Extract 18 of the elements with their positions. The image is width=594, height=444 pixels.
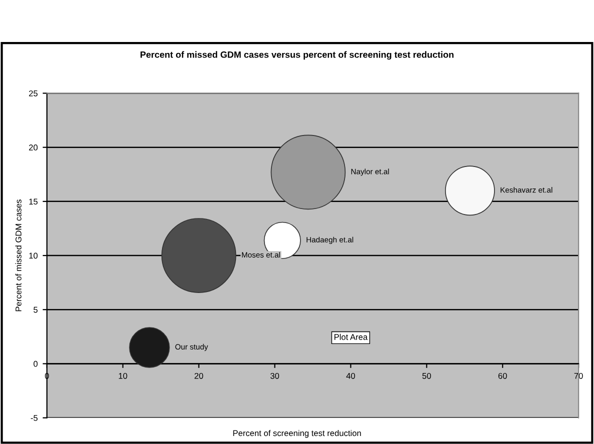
- x-tick-label: 10: [118, 372, 128, 379]
- y-tick-label: 0: [34, 360, 38, 367]
- annotation: Plot Area: [334, 334, 368, 340]
- x-tick-label: 70: [574, 372, 583, 379]
- x-axis-title: Percent of screening test reduction: [233, 430, 361, 438]
- x-tick-label: 60: [498, 372, 507, 379]
- y-tick-label: 5: [34, 306, 38, 313]
- x-tick-label: 40: [346, 372, 356, 379]
- y-tick-label: 15: [29, 198, 38, 205]
- y-tick-label: -5: [30, 415, 38, 421]
- y-tick-label: 20: [29, 144, 38, 150]
- x-tick-label: 50: [422, 372, 431, 379]
- y-tick-label: 10: [29, 252, 38, 259]
- chart-title: Percent of missed GDM cases versus percent of screening test reduction: [140, 51, 454, 60]
- y-tick-label: 25: [29, 90, 38, 96]
- x-tick-label: 30: [270, 372, 280, 379]
- y-axis-title: Percent of missed GDM cases: [15, 200, 22, 312]
- x-tick-label: 20: [194, 372, 204, 379]
